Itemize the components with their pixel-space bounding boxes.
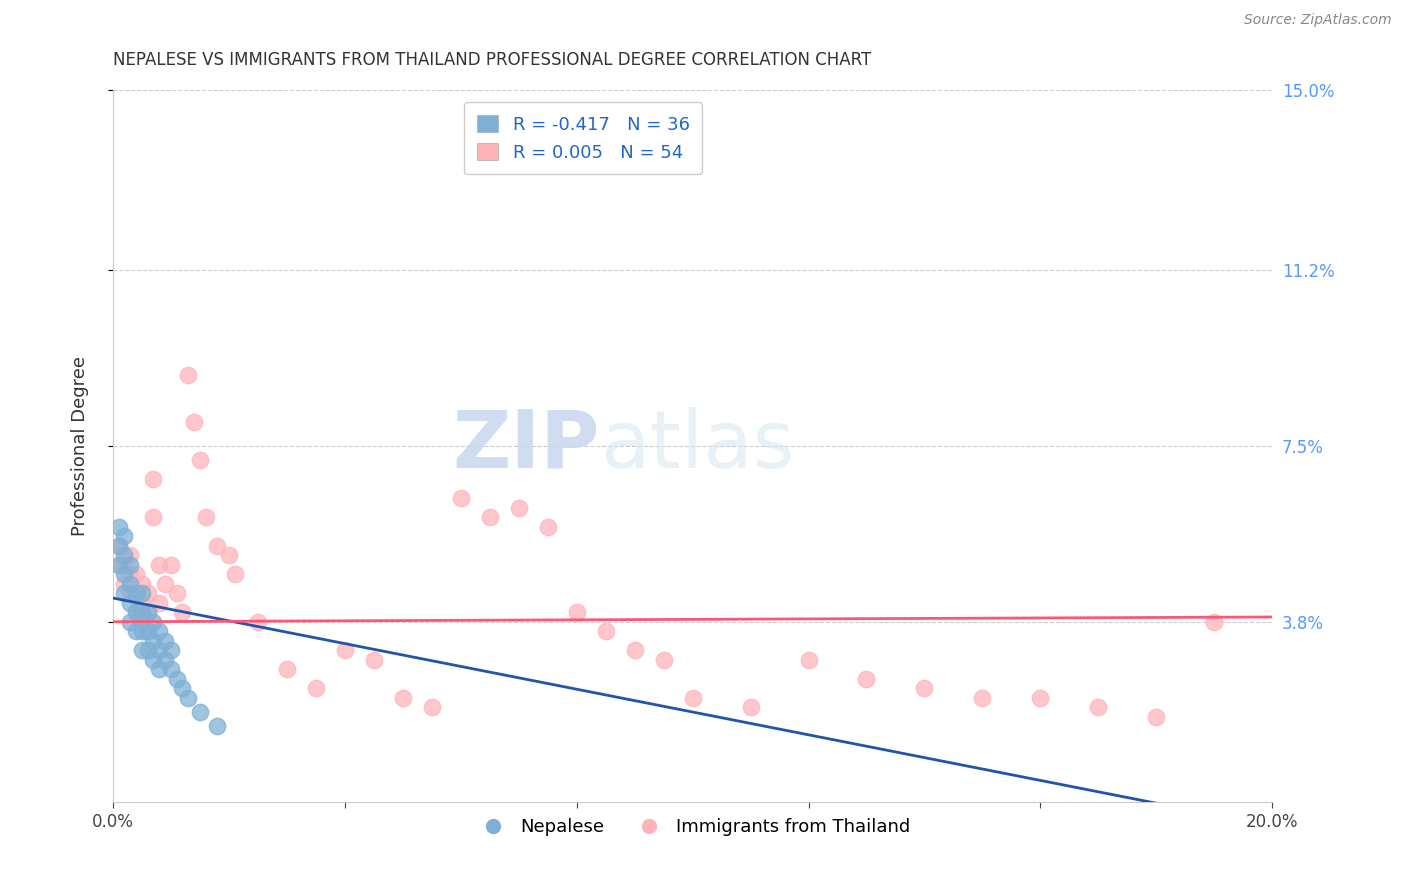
Point (276, 662, 298, 676)
Point (177, 368, 200, 382)
Point (107, 539, 129, 553)
Point (1087, 700, 1109, 714)
Point (159, 643, 181, 657)
Point (114, 576, 136, 591)
Point (740, 700, 762, 714)
Point (107, 558, 129, 572)
Point (136, 605, 159, 619)
Point (131, 596, 153, 610)
Point (333, 643, 356, 657)
Point (1204, 615, 1226, 629)
Point (218, 548, 240, 562)
Point (183, 415, 205, 429)
Point (136, 586, 159, 600)
Legend: Nepalese, Immigrants from Thailand: Nepalese, Immigrants from Thailand (468, 811, 918, 843)
Point (120, 576, 142, 591)
Point (153, 633, 176, 648)
Point (120, 586, 142, 600)
Point (1029, 690, 1052, 705)
Point (166, 672, 188, 686)
Point (194, 510, 217, 524)
Point (177, 690, 200, 705)
Point (142, 633, 165, 648)
Point (120, 596, 142, 610)
Point (148, 662, 170, 676)
Point (120, 615, 142, 629)
Point (107, 558, 129, 572)
Point (148, 624, 170, 639)
Point (224, 567, 246, 582)
Point (797, 653, 820, 667)
Text: atlas: atlas (600, 407, 794, 485)
Point (153, 576, 176, 591)
Point (131, 643, 153, 657)
Point (363, 653, 385, 667)
Point (305, 681, 328, 696)
Point (148, 596, 170, 610)
Point (114, 548, 136, 562)
Point (125, 586, 148, 600)
Point (131, 586, 153, 600)
Point (246, 615, 269, 629)
Point (914, 681, 936, 696)
Point (120, 567, 142, 582)
Point (142, 615, 165, 629)
Point (125, 624, 148, 639)
Point (450, 491, 472, 506)
Point (188, 453, 211, 467)
Point (120, 558, 142, 572)
Point (136, 624, 159, 639)
Text: Source: ZipAtlas.com: Source: ZipAtlas.com (1244, 13, 1392, 28)
Point (131, 605, 153, 619)
Point (136, 605, 159, 619)
Point (565, 605, 588, 619)
Point (166, 586, 188, 600)
Point (205, 719, 228, 733)
Point (1144, 710, 1167, 724)
Point (508, 500, 530, 515)
Text: ZIP: ZIP (453, 407, 600, 485)
Point (172, 681, 194, 696)
Point (172, 605, 194, 619)
Point (652, 653, 675, 667)
Point (188, 705, 211, 719)
Point (595, 624, 617, 639)
Point (391, 690, 413, 705)
Y-axis label: Professional Degree: Professional Degree (72, 356, 89, 536)
Point (148, 643, 170, 657)
Point (623, 643, 645, 657)
Point (131, 576, 153, 591)
Point (120, 548, 142, 562)
Point (153, 653, 176, 667)
Point (142, 653, 165, 667)
Point (131, 624, 153, 639)
Point (855, 672, 877, 686)
Point (478, 510, 501, 524)
Point (142, 472, 165, 486)
Point (682, 690, 704, 705)
Point (148, 558, 170, 572)
Point (159, 558, 181, 572)
Point (131, 615, 153, 629)
Point (114, 558, 136, 572)
Point (114, 529, 136, 543)
Point (972, 690, 994, 705)
Point (142, 510, 165, 524)
Point (114, 567, 136, 582)
Point (537, 520, 560, 534)
Point (136, 643, 159, 657)
Point (420, 700, 443, 714)
Point (114, 586, 136, 600)
Point (125, 567, 148, 582)
Point (159, 662, 181, 676)
Point (125, 605, 148, 619)
Text: NEPALESE VS IMMIGRANTS FROM THAILAND PROFESSIONAL DEGREE CORRELATION CHART: NEPALESE VS IMMIGRANTS FROM THAILAND PRO… (112, 51, 872, 69)
Point (205, 539, 228, 553)
Point (107, 539, 129, 553)
Point (125, 605, 148, 619)
Point (107, 520, 129, 534)
